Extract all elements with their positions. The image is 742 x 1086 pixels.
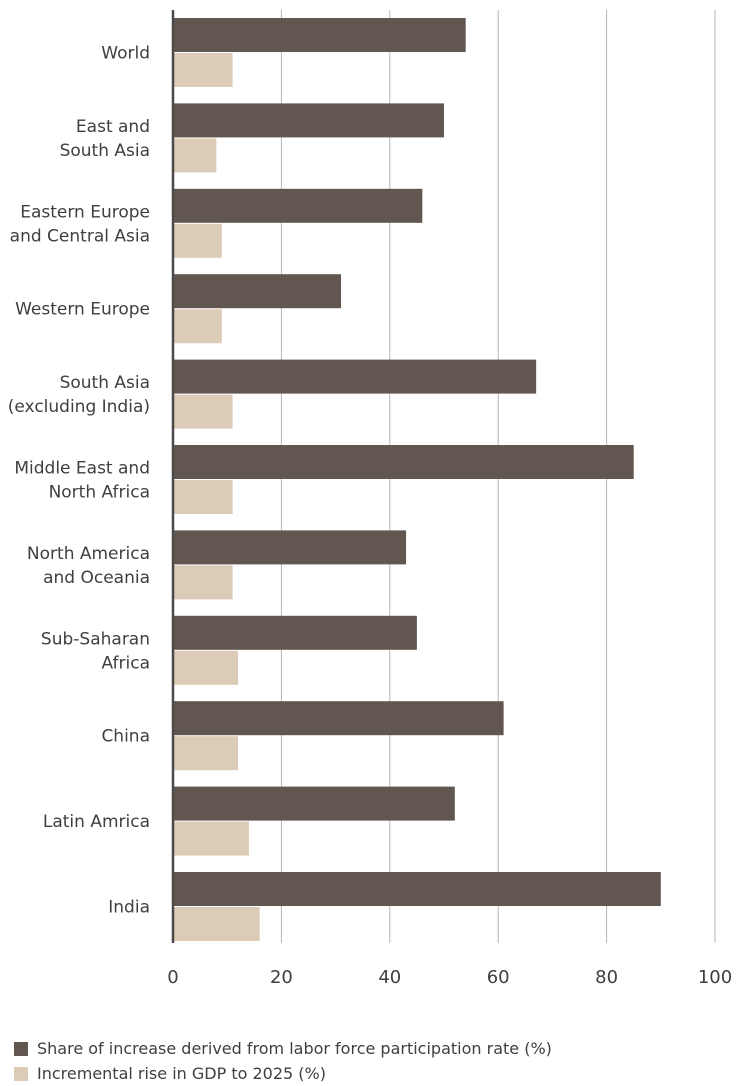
bar-labor-share [173, 872, 661, 906]
category-label: North America [27, 544, 150, 564]
legend-item-series-2: Incremental rise in GDP to 2025 (%) [14, 1061, 552, 1086]
x-tick-label: 60 [487, 967, 510, 988]
legend-label: Incremental rise in GDP to 2025 (%) [37, 1064, 326, 1083]
bar-labor-share [173, 445, 634, 479]
legend-swatch [14, 1041, 28, 1056]
bar-gdp-rise [173, 821, 249, 856]
category-label: Sub-Saharan [41, 629, 150, 649]
bar-labor-share [173, 615, 417, 650]
x-tick-label: 100 [698, 967, 732, 988]
category-label: South Asia [60, 373, 150, 393]
bar-labor-share [173, 530, 407, 565]
category-label: (excluding India) [8, 397, 150, 417]
bar-gdp-rise [173, 736, 239, 771]
bar-labor-share [173, 786, 455, 821]
category-label: Latin Amrica [43, 812, 150, 832]
category-label: East and [76, 117, 150, 137]
x-tick-label: 40 [378, 967, 401, 988]
bar-gdp-rise [173, 907, 260, 941]
category-label: and Oceania [43, 568, 150, 588]
bar-gdp-rise [173, 650, 239, 685]
legend: Share of increase derived from labor for… [14, 1036, 552, 1086]
category-label: North Africa [49, 483, 150, 503]
x-tick-label: 0 [167, 967, 178, 988]
category-label: Middle East and [14, 459, 150, 479]
category-label: China [101, 727, 150, 747]
bar-gdp-rise [173, 394, 233, 429]
bar-gdp-rise [173, 53, 233, 87]
x-tick-label: 80 [595, 967, 618, 988]
bar-labor-share [173, 701, 504, 736]
category-labels: World East and South Asia Eastern Europe and… [8, 44, 150, 918]
x-tick-label: 20 [270, 967, 293, 988]
bar-labor-share [173, 103, 444, 138]
bar-gdp-rise [173, 480, 233, 514]
category-label: India [108, 898, 150, 918]
bar-gdp-rise [173, 309, 222, 344]
category-label: Eastern Europe [20, 202, 150, 222]
bar-labor-share [173, 18, 466, 52]
legend-swatch [14, 1066, 28, 1081]
category-label: and Central Asia [10, 226, 150, 246]
bar-labor-share [173, 274, 342, 309]
bars [173, 18, 661, 941]
bar-chart: World East and South Asia Eastern Europe and… [8, 10, 732, 988]
legend-item-series-1: Share of increase derived from labor for… [14, 1036, 552, 1061]
bar-gdp-rise [173, 565, 233, 600]
category-label: Africa [102, 653, 151, 673]
bar-gdp-rise [173, 138, 217, 173]
category-label: Western Europe [15, 300, 150, 320]
bar-labor-share [173, 188, 423, 223]
category-label: World [101, 44, 150, 64]
legend-label: Share of increase derived from labor for… [37, 1039, 552, 1058]
category-label: South Asia [60, 141, 150, 161]
bar-labor-share [173, 359, 537, 394]
x-tick-labels: 0 20 40 60 80 100 [167, 967, 732, 988]
bar-gdp-rise [173, 223, 222, 258]
